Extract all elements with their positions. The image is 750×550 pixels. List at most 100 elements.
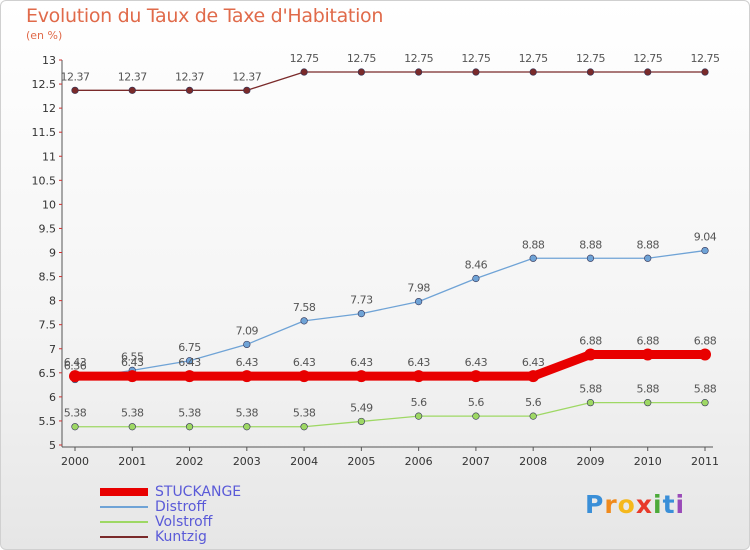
data-label: 12.75 xyxy=(290,52,319,65)
data-point xyxy=(355,370,368,383)
data-point xyxy=(185,423,194,431)
x-tick-label: 2003 xyxy=(233,455,261,468)
data-point xyxy=(183,370,196,383)
y-tick-label: 13 xyxy=(42,54,56,67)
data-point xyxy=(699,348,711,361)
data-point xyxy=(412,370,425,383)
data-label: 5.88 xyxy=(694,383,717,396)
data-label: 5.6 xyxy=(468,396,484,409)
data-label: 6.43 xyxy=(350,356,373,369)
data-point xyxy=(644,254,652,262)
data-point xyxy=(469,370,482,383)
y-tick-label: 5 xyxy=(49,439,56,452)
data-label: 5.38 xyxy=(236,407,259,420)
data-point xyxy=(644,68,652,76)
data-label: 6.43 xyxy=(64,356,87,369)
data-point xyxy=(300,317,308,325)
data-label: 5.88 xyxy=(579,383,602,396)
data-label: 12.75 xyxy=(519,52,548,65)
data-label: 8.46 xyxy=(465,258,488,271)
data-label: 7.09 xyxy=(236,324,259,337)
data-label: 5.6 xyxy=(525,396,541,409)
y-tick-label: 9 xyxy=(49,247,56,260)
data-label: 5.49 xyxy=(350,401,373,414)
legend-item-kuntzig: Kuntzig xyxy=(100,529,300,545)
legend-swatch-distroff xyxy=(100,506,148,508)
data-label: 6.43 xyxy=(236,356,259,369)
data-point xyxy=(586,399,595,407)
data-point xyxy=(472,412,480,420)
data-label: 12.75 xyxy=(633,52,662,65)
y-tick-label: 5.5 xyxy=(39,415,57,428)
y-tick-label: 12 xyxy=(42,102,56,115)
data-label: 6.43 xyxy=(407,356,430,369)
data-point xyxy=(243,86,251,94)
y-tick-label: 10.5 xyxy=(32,174,57,187)
y-tick-label: 10 xyxy=(42,198,56,211)
data-label: 12.37 xyxy=(61,70,90,83)
data-label: 6.43 xyxy=(465,356,488,369)
data-point xyxy=(415,297,423,306)
data-label: 5.88 xyxy=(636,383,659,396)
series-line-kuntzig xyxy=(74,71,706,91)
y-tick-label: 6.5 xyxy=(39,367,57,380)
data-label: 6.43 xyxy=(293,356,316,369)
legend-swatch-stuckange xyxy=(100,488,148,496)
chart-subtitle: (en %) xyxy=(26,29,63,42)
data-label: 12.75 xyxy=(347,52,376,65)
x-tick-label: 2000 xyxy=(61,455,89,468)
data-point xyxy=(128,423,136,431)
data-point xyxy=(701,68,709,76)
data-point xyxy=(298,370,311,383)
data-point xyxy=(357,417,365,426)
y-tick-label: 6 xyxy=(49,391,56,404)
data-point xyxy=(300,68,308,76)
data-label: 6.43 xyxy=(178,356,201,369)
data-label: 5.38 xyxy=(64,407,87,420)
data-point xyxy=(415,412,423,420)
data-point xyxy=(128,86,136,94)
logo-letter: r xyxy=(604,490,618,519)
data-point xyxy=(701,399,709,407)
data-point xyxy=(185,357,194,365)
x-tick-label: 2008 xyxy=(519,455,547,468)
data-label: 12.37 xyxy=(175,70,204,83)
legend-label-distroff: Distroff xyxy=(155,499,207,515)
x-tick-label: 2005 xyxy=(347,455,375,468)
data-point xyxy=(472,274,480,283)
data-point xyxy=(529,254,537,262)
legend-swatch-kuntzig xyxy=(100,536,148,538)
data-label: 12.37 xyxy=(232,70,261,83)
data-label: 6.88 xyxy=(636,335,659,348)
data-label: 6.55 xyxy=(121,350,144,363)
legend-label-volstroff: Volstroff xyxy=(155,514,213,530)
data-label: 12.75 xyxy=(691,52,720,65)
logo-letter: o xyxy=(617,490,636,519)
data-point xyxy=(701,246,709,255)
data-label: 5.6 xyxy=(411,396,427,409)
data-label: 6.88 xyxy=(579,335,602,348)
data-point xyxy=(240,370,253,383)
data-point xyxy=(185,86,194,94)
y-tick-label: 8 xyxy=(49,295,56,308)
legend-swatch-volstroff xyxy=(100,521,148,523)
x-tick-label: 2004 xyxy=(290,455,318,468)
data-point xyxy=(586,68,595,76)
y-tick-label: 11.5 xyxy=(32,126,57,139)
series-line-stuckange xyxy=(70,350,710,381)
series-line-distroff xyxy=(74,249,706,381)
data-label: 5.38 xyxy=(178,407,201,420)
x-tick-label: 2009 xyxy=(576,455,604,468)
data-point xyxy=(126,370,139,383)
x-tick-label: 2007 xyxy=(462,455,490,468)
legend-label-stuckange: STUCKANGE xyxy=(155,484,242,500)
y-tick-label: 7.5 xyxy=(39,319,57,332)
y-tick-label: 8.5 xyxy=(39,271,57,284)
data-point xyxy=(472,68,480,76)
logo-letter: x xyxy=(635,490,653,519)
y-tick-label: 9.5 xyxy=(39,222,57,235)
data-point xyxy=(357,310,365,318)
data-point xyxy=(586,254,595,262)
data-label: 12.75 xyxy=(404,52,433,65)
